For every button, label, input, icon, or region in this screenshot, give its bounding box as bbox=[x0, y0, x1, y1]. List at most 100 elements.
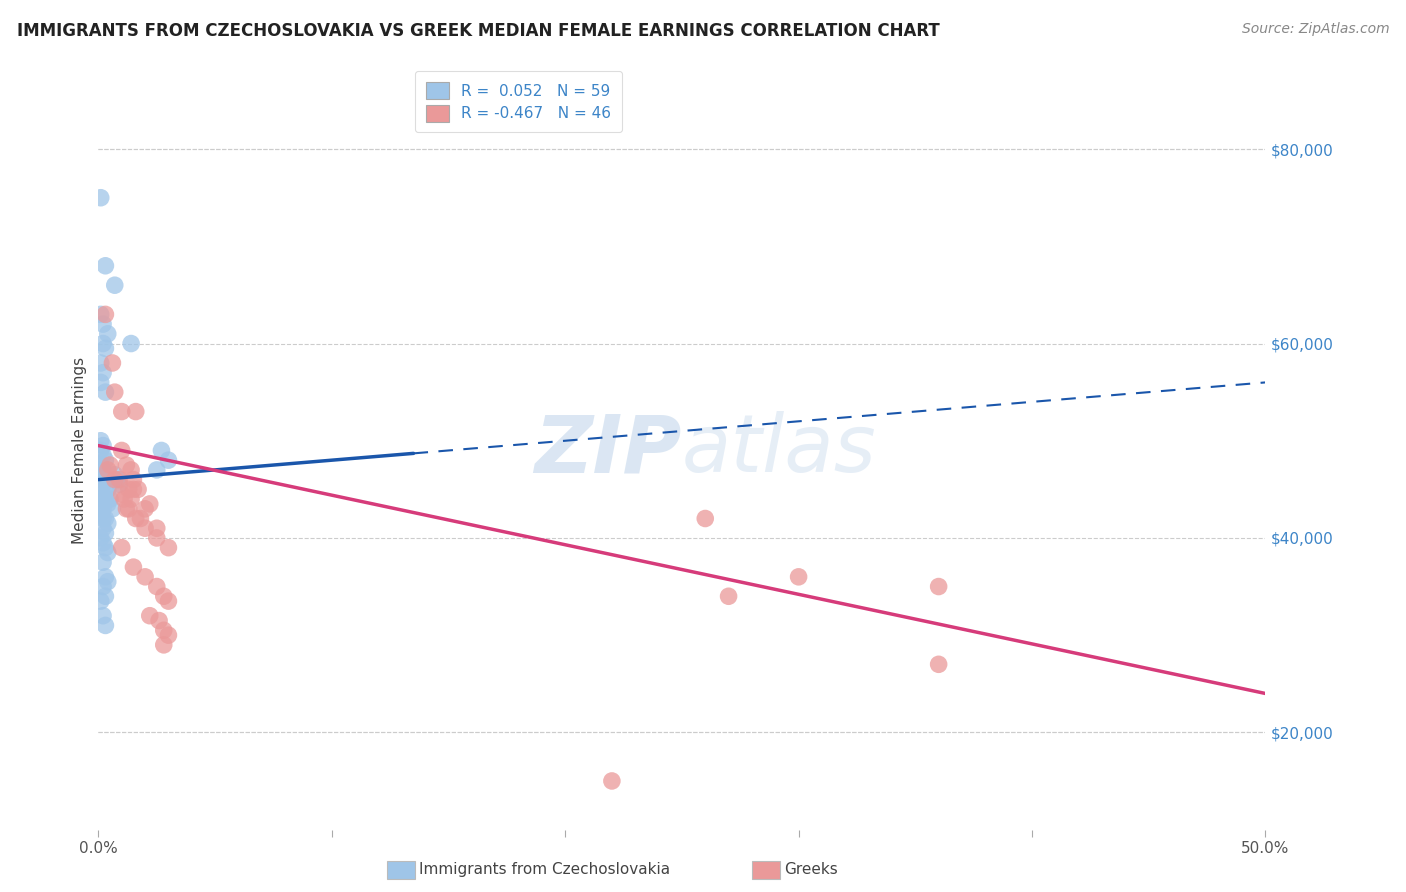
Point bbox=[127, 483, 149, 497]
Point bbox=[97, 545, 120, 559]
Point bbox=[928, 657, 950, 672]
Point bbox=[94, 259, 117, 273]
Y-axis label: Median Female Earnings: Median Female Earnings bbox=[72, 357, 87, 544]
Point bbox=[97, 516, 120, 531]
Point bbox=[94, 570, 117, 584]
Point bbox=[94, 589, 117, 603]
Point bbox=[91, 317, 114, 331]
Point bbox=[105, 473, 128, 487]
Point bbox=[111, 487, 134, 501]
Point bbox=[134, 501, 156, 516]
Point bbox=[111, 443, 134, 458]
Point bbox=[97, 463, 120, 477]
Point bbox=[122, 560, 145, 574]
Point bbox=[120, 463, 142, 477]
Point bbox=[146, 521, 169, 535]
Text: Greeks: Greeks bbox=[785, 863, 838, 877]
Point bbox=[91, 477, 114, 491]
Point bbox=[104, 278, 127, 293]
Point bbox=[98, 458, 121, 472]
Point bbox=[118, 501, 141, 516]
Point bbox=[101, 356, 124, 370]
Point bbox=[152, 624, 174, 638]
Point bbox=[146, 580, 169, 594]
Point bbox=[91, 448, 114, 462]
Point bbox=[129, 511, 152, 525]
Point bbox=[91, 555, 114, 569]
Point bbox=[90, 443, 112, 458]
Point bbox=[101, 501, 124, 516]
Point bbox=[134, 521, 156, 535]
Point bbox=[146, 531, 169, 545]
Point bbox=[94, 511, 117, 525]
Point bbox=[146, 463, 169, 477]
Point bbox=[125, 511, 148, 525]
Point bbox=[695, 511, 717, 525]
Point bbox=[94, 473, 117, 487]
Point bbox=[787, 570, 810, 584]
Point bbox=[125, 404, 148, 418]
Point bbox=[157, 453, 180, 467]
Point bbox=[90, 463, 112, 477]
Point bbox=[94, 541, 117, 555]
Point bbox=[94, 342, 117, 356]
Point bbox=[150, 443, 173, 458]
Point bbox=[94, 307, 117, 321]
Point bbox=[91, 580, 114, 594]
Text: atlas: atlas bbox=[682, 411, 877, 490]
Point bbox=[91, 521, 114, 535]
Point bbox=[104, 385, 127, 400]
Point bbox=[111, 404, 134, 418]
Point bbox=[157, 628, 180, 642]
Point bbox=[91, 336, 114, 351]
Point bbox=[91, 366, 114, 380]
Point bbox=[90, 376, 112, 390]
Point bbox=[97, 326, 120, 341]
Point bbox=[90, 594, 112, 608]
Point bbox=[115, 458, 138, 472]
Point bbox=[90, 307, 112, 321]
Point bbox=[111, 541, 134, 555]
Point bbox=[120, 491, 142, 506]
Point bbox=[600, 774, 623, 789]
Point bbox=[115, 501, 138, 516]
Point bbox=[94, 385, 117, 400]
Point bbox=[91, 467, 114, 482]
Point bbox=[139, 497, 162, 511]
Point bbox=[94, 453, 117, 467]
Point bbox=[91, 608, 114, 623]
Point bbox=[98, 491, 121, 506]
Legend: R =  0.052   N = 59, R = -0.467   N = 46: R = 0.052 N = 59, R = -0.467 N = 46 bbox=[415, 71, 621, 132]
Point bbox=[120, 336, 142, 351]
Point bbox=[90, 191, 112, 205]
Point bbox=[152, 638, 174, 652]
Point bbox=[122, 483, 145, 497]
Point bbox=[108, 473, 131, 487]
Text: IMMIGRANTS FROM CZECHOSLOVAKIA VS GREEK MEDIAN FEMALE EARNINGS CORRELATION CHART: IMMIGRANTS FROM CZECHOSLOVAKIA VS GREEK … bbox=[17, 22, 939, 40]
Point bbox=[90, 531, 112, 545]
Point bbox=[157, 541, 180, 555]
Point bbox=[94, 491, 117, 506]
Point bbox=[91, 536, 114, 550]
Text: Immigrants from Czechoslovakia: Immigrants from Czechoslovakia bbox=[419, 863, 671, 877]
Point bbox=[90, 458, 112, 472]
Point bbox=[97, 574, 120, 589]
Point bbox=[717, 589, 740, 603]
Text: Source: ZipAtlas.com: Source: ZipAtlas.com bbox=[1241, 22, 1389, 37]
Point bbox=[104, 467, 127, 482]
Point bbox=[148, 614, 170, 628]
Point bbox=[104, 473, 127, 487]
Point bbox=[94, 483, 117, 497]
Point bbox=[91, 501, 114, 516]
Point bbox=[134, 570, 156, 584]
Point bbox=[91, 491, 114, 506]
Point bbox=[112, 491, 135, 506]
Point bbox=[108, 477, 131, 491]
Point bbox=[90, 473, 112, 487]
Point bbox=[94, 618, 117, 632]
Point bbox=[91, 439, 114, 453]
Point bbox=[122, 473, 145, 487]
Point bbox=[91, 511, 114, 525]
Point bbox=[90, 507, 112, 521]
Point bbox=[97, 483, 120, 497]
